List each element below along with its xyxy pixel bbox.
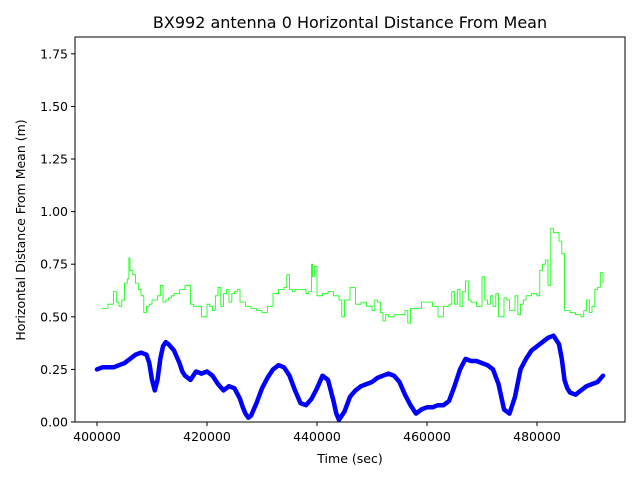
y-tick-label: 1.00 [40, 204, 68, 219]
x-tick-label: 420000 [183, 429, 231, 444]
y-tick-label: 0.25 [40, 362, 68, 377]
series-line-green [102, 228, 604, 324]
y-axis-ticks: 0.00 0.25 0.50 0.75 1.00 1.25 1.50 1.75 [40, 46, 75, 430]
x-tick-label: 460000 [403, 429, 451, 444]
y-tick-label: 0.75 [40, 257, 68, 272]
y-tick-label: 1.50 [40, 99, 68, 114]
x-tick-label: 440000 [293, 429, 341, 444]
y-tick-label: 0.00 [40, 415, 68, 430]
chart-title: BX992 antenna 0 Horizontal Distance From… [153, 13, 547, 32]
y-tick-label: 1.75 [40, 46, 68, 61]
y-tick-label: 0.50 [40, 309, 68, 324]
y-tick-label: 1.25 [40, 152, 68, 167]
y-axis-label: Horizontal Distance From Mean (m) [13, 119, 28, 340]
x-tick-label: 480000 [513, 429, 561, 444]
x-tick-label: 400000 [73, 429, 121, 444]
x-axis-label: Time (sec) [316, 451, 382, 466]
series-line-blue [94, 333, 606, 423]
x-axis-ticks: 400000 420000 440000 460000 480000 [73, 422, 561, 444]
series-layer [94, 228, 606, 423]
plot-frame [74, 36, 626, 423]
